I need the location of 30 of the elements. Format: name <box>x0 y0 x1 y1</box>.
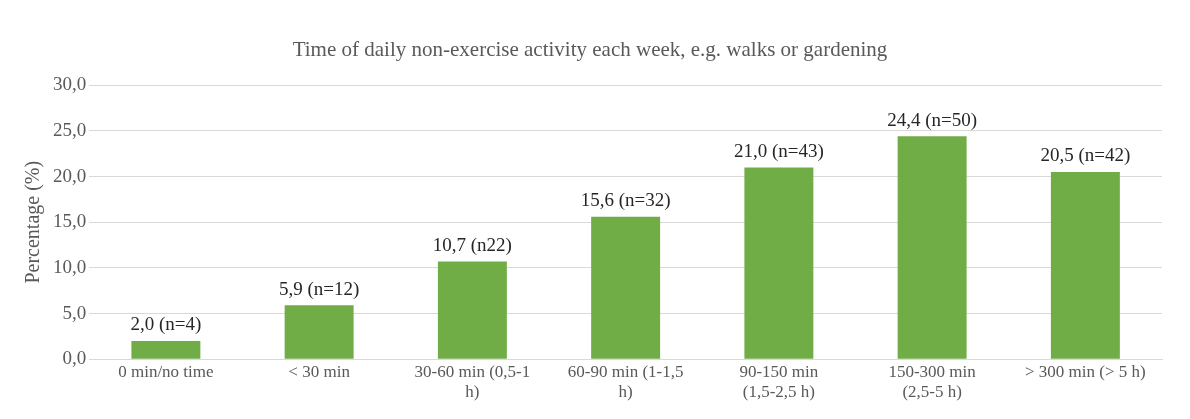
y-tick-label: 20,0 <box>53 164 87 186</box>
x-tick-label: 90-150 min (1,5-2,5 h) <box>739 361 819 402</box>
data-label: 5,9 (n=12) <box>278 277 360 300</box>
data-label: 2,0 (n=4) <box>130 313 202 336</box>
data-label: 15,6 (n=32) <box>580 189 671 212</box>
x-tick-label: 150-300 min (2,5-5 h) <box>888 361 977 402</box>
bar <box>131 340 201 359</box>
data-label: 20,5 (n=42) <box>1040 144 1131 167</box>
y-tick-label: 30,0 <box>53 73 87 95</box>
data-label: 21,0 (n=43) <box>733 139 824 162</box>
x-tick-label: 30-60 min (0,5-1 h) <box>414 361 531 402</box>
x-tick-label: < 30 min <box>288 361 351 381</box>
bar <box>437 261 507 359</box>
bar <box>897 136 967 359</box>
bar <box>744 167 814 359</box>
x-tick-label: 60-90 min (1-1,5 h) <box>567 361 684 402</box>
data-label: 10,7 (n22) <box>432 233 512 256</box>
bar <box>1050 171 1120 359</box>
x-tick-label: 0 min/no time <box>118 361 214 381</box>
y-axis-title: Percentage (%) <box>21 160 45 284</box>
bar <box>284 305 354 359</box>
y-tick-label: 10,0 <box>53 255 87 277</box>
chart-title: Time of daily non-exercise activity each week, e.g. walks or gardening <box>292 37 888 62</box>
y-tick-label: 5,0 <box>62 301 87 323</box>
x-tick-label: > 300 min (> 5 h) <box>1025 361 1146 381</box>
y-tick-label: 25,0 <box>53 118 87 140</box>
y-tick-label: 0,0 <box>62 347 87 369</box>
bar <box>591 216 661 359</box>
y-tick-label: 15,0 <box>53 210 87 232</box>
data-label: 24,4 (n=50) <box>887 108 978 131</box>
